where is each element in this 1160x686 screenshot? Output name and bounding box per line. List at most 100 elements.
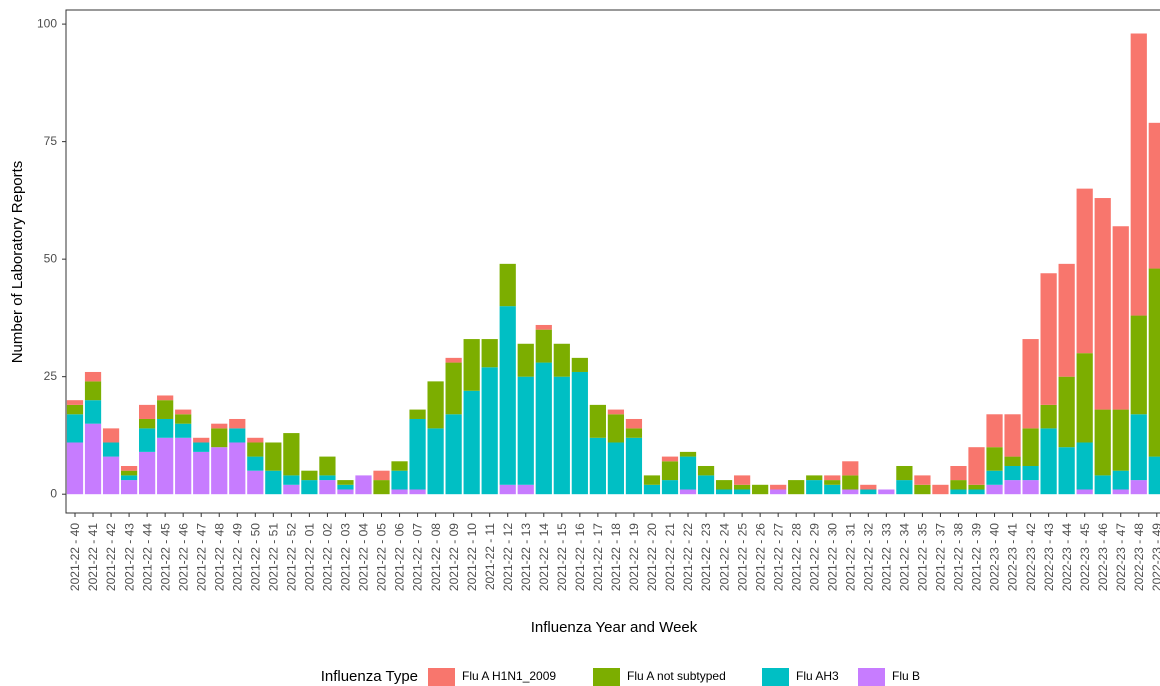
- bar-segment: [517, 484, 534, 495]
- x-tick-label: 2021-22 - 37: [934, 523, 948, 591]
- bar-segment: [391, 470, 408, 490]
- bar-segment: [968, 484, 985, 490]
- x-tick-label: 2021-22 - 15: [555, 523, 569, 591]
- x-tick-label: 2021-22 - 46: [176, 523, 190, 591]
- bar-segment: [1004, 414, 1021, 457]
- bar-segment: [463, 390, 480, 495]
- bar-segment: [445, 362, 462, 415]
- x-tick-label: 2021-22 - 24: [717, 523, 731, 591]
- bar-segment: [499, 306, 516, 485]
- bar-segment: [445, 357, 462, 363]
- bar-segment: [463, 339, 480, 391]
- bar-segment: [1022, 339, 1039, 429]
- legend-label: Flu B: [892, 669, 920, 683]
- legend-key: [593, 668, 620, 686]
- bar-segment: [481, 339, 498, 368]
- bar-segment: [535, 329, 552, 363]
- bar-segment: [373, 480, 390, 495]
- bar-segment: [1130, 414, 1147, 481]
- bar-segment: [968, 447, 985, 485]
- bar-segment: [120, 475, 138, 481]
- x-tick-label: 2021-22 - 52: [285, 523, 299, 591]
- bar-segment: [265, 442, 282, 471]
- bar-segment: [553, 343, 570, 377]
- bar-segment: [337, 489, 354, 495]
- bar-segment: [571, 371, 588, 495]
- bar-segment: [1130, 480, 1147, 495]
- x-tick-label: 2021-22 - 48: [212, 523, 226, 591]
- x-tick-label: 2021-22 - 19: [627, 523, 641, 591]
- bar-segment: [697, 465, 715, 476]
- x-tick-label: 2021-22 - 02: [321, 523, 335, 591]
- x-tick-label: 2021-22 - 29: [807, 523, 821, 591]
- bar-segment: [1148, 122, 1160, 269]
- bar-segment: [283, 433, 300, 476]
- x-tick-label: 2021-22 - 25: [735, 523, 749, 591]
- x-tick-label: 2021-22 - 14: [537, 523, 551, 591]
- bar-segment: [1004, 465, 1021, 481]
- x-tick-label: 2021-22 - 11: [483, 523, 497, 590]
- x-tick-label: 2021-22 - 05: [375, 523, 389, 591]
- bar-segment: [589, 404, 606, 438]
- bar-segment: [1022, 465, 1039, 481]
- bar-segment: [715, 489, 733, 495]
- bar-segment: [1112, 226, 1129, 410]
- x-axis-title: Influenza Year and Week: [531, 619, 698, 636]
- bar-segment: [860, 489, 877, 495]
- bar-segment: [842, 475, 859, 490]
- x-tick-label: 2021-22 - 42: [104, 523, 118, 591]
- x-tick-label: 2021-22 - 34: [898, 523, 912, 591]
- bar-segment: [535, 362, 552, 495]
- bar-segment: [896, 480, 913, 495]
- bar-segment: [1076, 353, 1093, 443]
- bar-segment: [517, 376, 534, 485]
- bar-segment: [193, 437, 210, 443]
- bar-segment: [229, 442, 246, 495]
- bar-segment: [770, 484, 787, 490]
- bar-segment: [1040, 273, 1057, 405]
- bar-segment: [517, 343, 534, 377]
- x-tick-label: 2021-22 - 35: [916, 523, 930, 591]
- x-tick-label: 2022-23 - 47: [1114, 523, 1128, 591]
- bar-segment: [120, 470, 138, 476]
- bar-segment: [1058, 376, 1075, 448]
- bar-segment: [806, 480, 823, 495]
- bar-segment: [337, 484, 354, 490]
- bar-segment: [337, 480, 354, 485]
- bar-segment: [84, 371, 102, 382]
- bar-segment: [157, 418, 174, 438]
- x-tick-label: 2021-22 - 22: [681, 523, 695, 591]
- x-tick-label: 2021-22 - 32: [861, 523, 875, 591]
- bar-segment: [175, 437, 192, 495]
- x-tick-label: 2022-23 - 45: [1078, 523, 1092, 591]
- bar-segment: [932, 484, 949, 495]
- legend-label: Flu AH3: [796, 669, 839, 683]
- bar-segment: [66, 404, 84, 415]
- bar-segment: [986, 484, 1003, 495]
- bar-segment: [66, 414, 84, 443]
- bar-segment: [247, 442, 264, 457]
- x-tick-label: 2021-22 - 16: [573, 523, 587, 591]
- bar-segment: [283, 484, 300, 495]
- bar-segment: [1094, 475, 1111, 495]
- bar-segment: [157, 400, 174, 419]
- bar-segment: [1058, 263, 1075, 377]
- bar-segment: [950, 489, 967, 495]
- bar-segment: [175, 409, 192, 415]
- bar-segment: [175, 414, 192, 424]
- bar-segment: [139, 418, 156, 429]
- bar-segment: [824, 480, 841, 485]
- legend-label: Flu A not subtyped: [627, 669, 726, 683]
- x-tick-label: 2021-22 - 10: [465, 523, 479, 591]
- x-tick-label: 2021-22 - 17: [591, 523, 605, 591]
- bar-segment: [697, 475, 715, 495]
- bar-segment: [1076, 442, 1093, 490]
- x-tick-label: 2021-22 - 39: [970, 523, 984, 591]
- x-tick-label: 2021-22 - 18: [609, 523, 623, 591]
- bar-segment: [661, 456, 679, 462]
- x-tick-label: 2021-22 - 31: [843, 523, 857, 591]
- bar-segment: [914, 484, 931, 495]
- bar-segment: [427, 381, 444, 429]
- x-tick-label: 2021-22 - 07: [411, 523, 425, 591]
- x-tick-label: 2021-22 - 04: [357, 523, 371, 591]
